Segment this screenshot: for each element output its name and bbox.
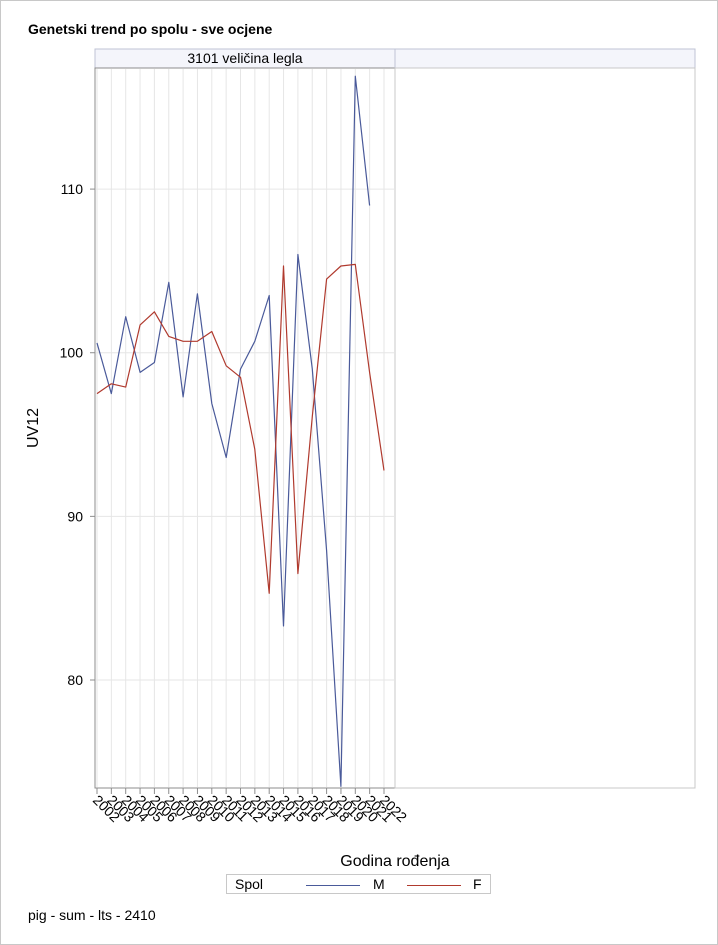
y-axis-label: UV12 xyxy=(25,408,42,448)
legend-swatch-m xyxy=(306,885,360,886)
legend-title: Spol xyxy=(235,876,264,892)
series-line-m xyxy=(96,75,371,788)
series-line-f xyxy=(96,263,385,594)
y-tick-label: 100 xyxy=(60,345,84,361)
legend-swatch-f xyxy=(407,885,461,886)
x-axis-label: Godina rođenja xyxy=(340,853,450,870)
panel-header-right xyxy=(394,48,696,69)
y-tick-label: 110 xyxy=(61,181,84,197)
y-tick-label: 90 xyxy=(67,508,83,524)
footnote: pig - sum - lts - 2410 xyxy=(28,907,156,923)
legend: Spol M F xyxy=(226,874,491,894)
chart-title: Genetski trend po spolu - sve ocjene xyxy=(28,21,273,37)
panel-header-label: 3101 veličina legla xyxy=(187,50,302,66)
legend-label-m: M xyxy=(373,876,385,892)
plot-area-right xyxy=(394,67,696,789)
y-tick-label: 80 xyxy=(67,672,83,688)
legend-label-f: F xyxy=(473,876,482,892)
